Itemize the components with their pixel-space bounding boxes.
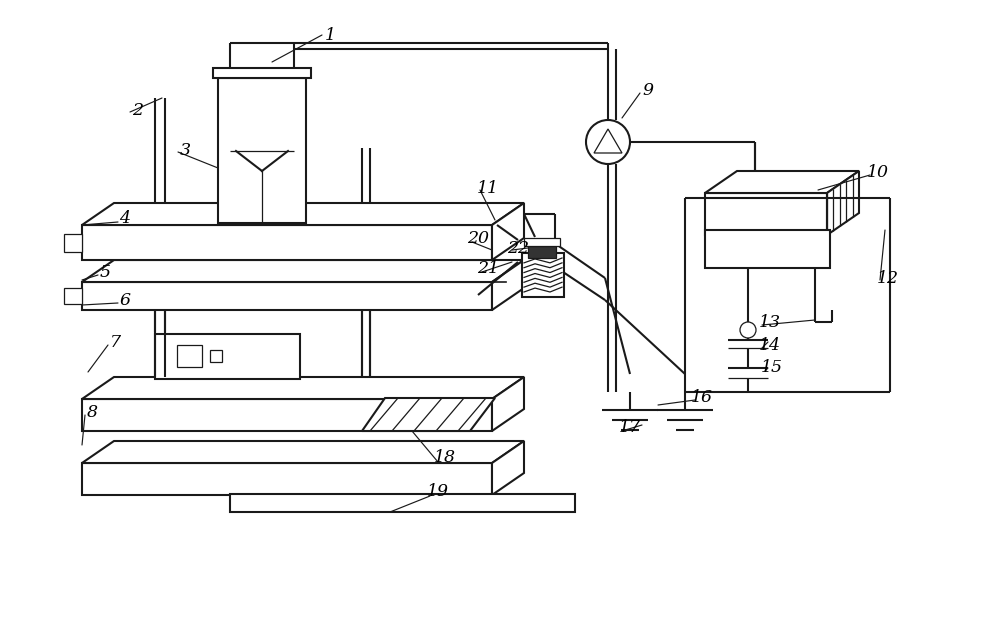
Circle shape bbox=[586, 120, 630, 164]
Circle shape bbox=[740, 322, 756, 338]
Bar bbox=[64, 234, 82, 252]
Text: 1: 1 bbox=[325, 26, 336, 44]
Text: 19: 19 bbox=[427, 483, 449, 500]
Polygon shape bbox=[82, 225, 492, 260]
Polygon shape bbox=[492, 260, 524, 310]
Text: 7: 7 bbox=[110, 333, 121, 351]
Bar bbox=[522, 253, 564, 297]
Text: 3: 3 bbox=[180, 141, 191, 159]
Text: 18: 18 bbox=[434, 449, 456, 467]
Text: 8: 8 bbox=[87, 403, 98, 420]
Bar bbox=[524, 238, 560, 246]
Text: 9: 9 bbox=[643, 81, 654, 99]
Polygon shape bbox=[82, 203, 524, 225]
Text: 21: 21 bbox=[477, 259, 499, 276]
Polygon shape bbox=[492, 377, 524, 431]
Polygon shape bbox=[492, 203, 524, 260]
Polygon shape bbox=[82, 377, 524, 399]
Bar bbox=[528, 246, 556, 258]
Bar bbox=[705, 230, 830, 268]
Bar bbox=[177, 345, 202, 367]
Bar bbox=[155, 334, 300, 379]
Bar bbox=[230, 494, 575, 512]
Text: 6: 6 bbox=[120, 291, 131, 308]
Text: 5: 5 bbox=[100, 264, 111, 280]
Text: 12: 12 bbox=[877, 269, 899, 287]
Polygon shape bbox=[492, 441, 524, 495]
Polygon shape bbox=[82, 282, 492, 310]
Bar bbox=[705, 193, 827, 235]
Polygon shape bbox=[705, 171, 859, 193]
Text: 13: 13 bbox=[759, 314, 781, 330]
Text: 15: 15 bbox=[761, 360, 783, 376]
Polygon shape bbox=[827, 171, 859, 235]
Bar bbox=[210, 350, 222, 362]
Text: 4: 4 bbox=[120, 209, 131, 227]
Polygon shape bbox=[82, 441, 524, 463]
Polygon shape bbox=[82, 399, 492, 431]
Bar bbox=[213, 68, 311, 78]
Text: 17: 17 bbox=[619, 419, 641, 436]
Text: 2: 2 bbox=[133, 102, 144, 118]
Polygon shape bbox=[362, 398, 495, 431]
Text: 10: 10 bbox=[867, 163, 889, 180]
Polygon shape bbox=[594, 129, 622, 153]
Text: 20: 20 bbox=[467, 230, 489, 246]
Polygon shape bbox=[82, 260, 524, 282]
Text: 11: 11 bbox=[477, 179, 499, 196]
Bar bbox=[218, 78, 306, 223]
Text: 22: 22 bbox=[507, 239, 529, 257]
Text: 16: 16 bbox=[691, 390, 713, 406]
Polygon shape bbox=[82, 463, 492, 495]
Text: 14: 14 bbox=[759, 337, 781, 353]
Bar bbox=[64, 288, 82, 304]
